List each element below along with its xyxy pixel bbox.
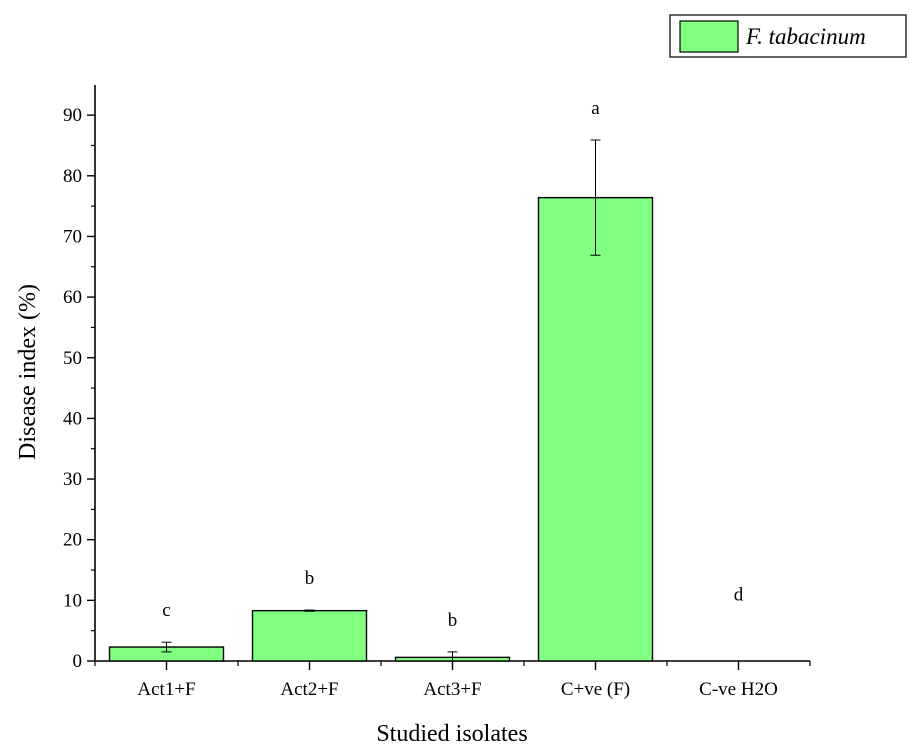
bar [251,609,368,662]
y-tick-label: 90 [63,105,82,126]
x-tick-label: Act1+F [137,679,195,700]
x-tick-label: Act2+F [280,679,338,700]
ticks: 0 10 20 30 40 50 60 70 80 90 Act1+F Act2+F Act3+F C+v… [63,105,811,700]
y-tick-label: 40 [63,408,82,429]
error-bars [161,139,601,662]
x-tick-label: Act3+F [423,679,481,700]
y-tick-label: 70 [63,226,82,247]
y-tick-label: 10 [63,590,82,611]
bars [108,196,654,662]
y-tick-label: 80 [63,166,82,187]
axes [94,85,810,662]
significance-letter: a [591,98,600,119]
x-tick-label: C-ve H2O [699,679,778,700]
legend-label: F. tabacinum [745,24,866,49]
y-tick-label: 20 [63,530,82,551]
bar [537,196,654,662]
legend: F. tabacinum [669,14,907,58]
y-tick-label: 50 [63,348,82,369]
y-tick-label: 60 [63,287,82,308]
legend-swatch [679,20,739,53]
significance-letter: c [162,600,170,621]
significance-letter: b [448,610,458,631]
y-tick-label: 0 [73,651,83,672]
significance-letter: d [734,584,744,605]
significance-letter: b [305,568,315,589]
y-tick-label: 30 [63,469,82,490]
y-axis-title: Disease index (%) [15,284,41,460]
x-tick-label: C+ve (F) [561,679,630,700]
significance-letters: c b b a d [162,98,743,631]
x-axis-title: Studied isolates [376,721,527,747]
